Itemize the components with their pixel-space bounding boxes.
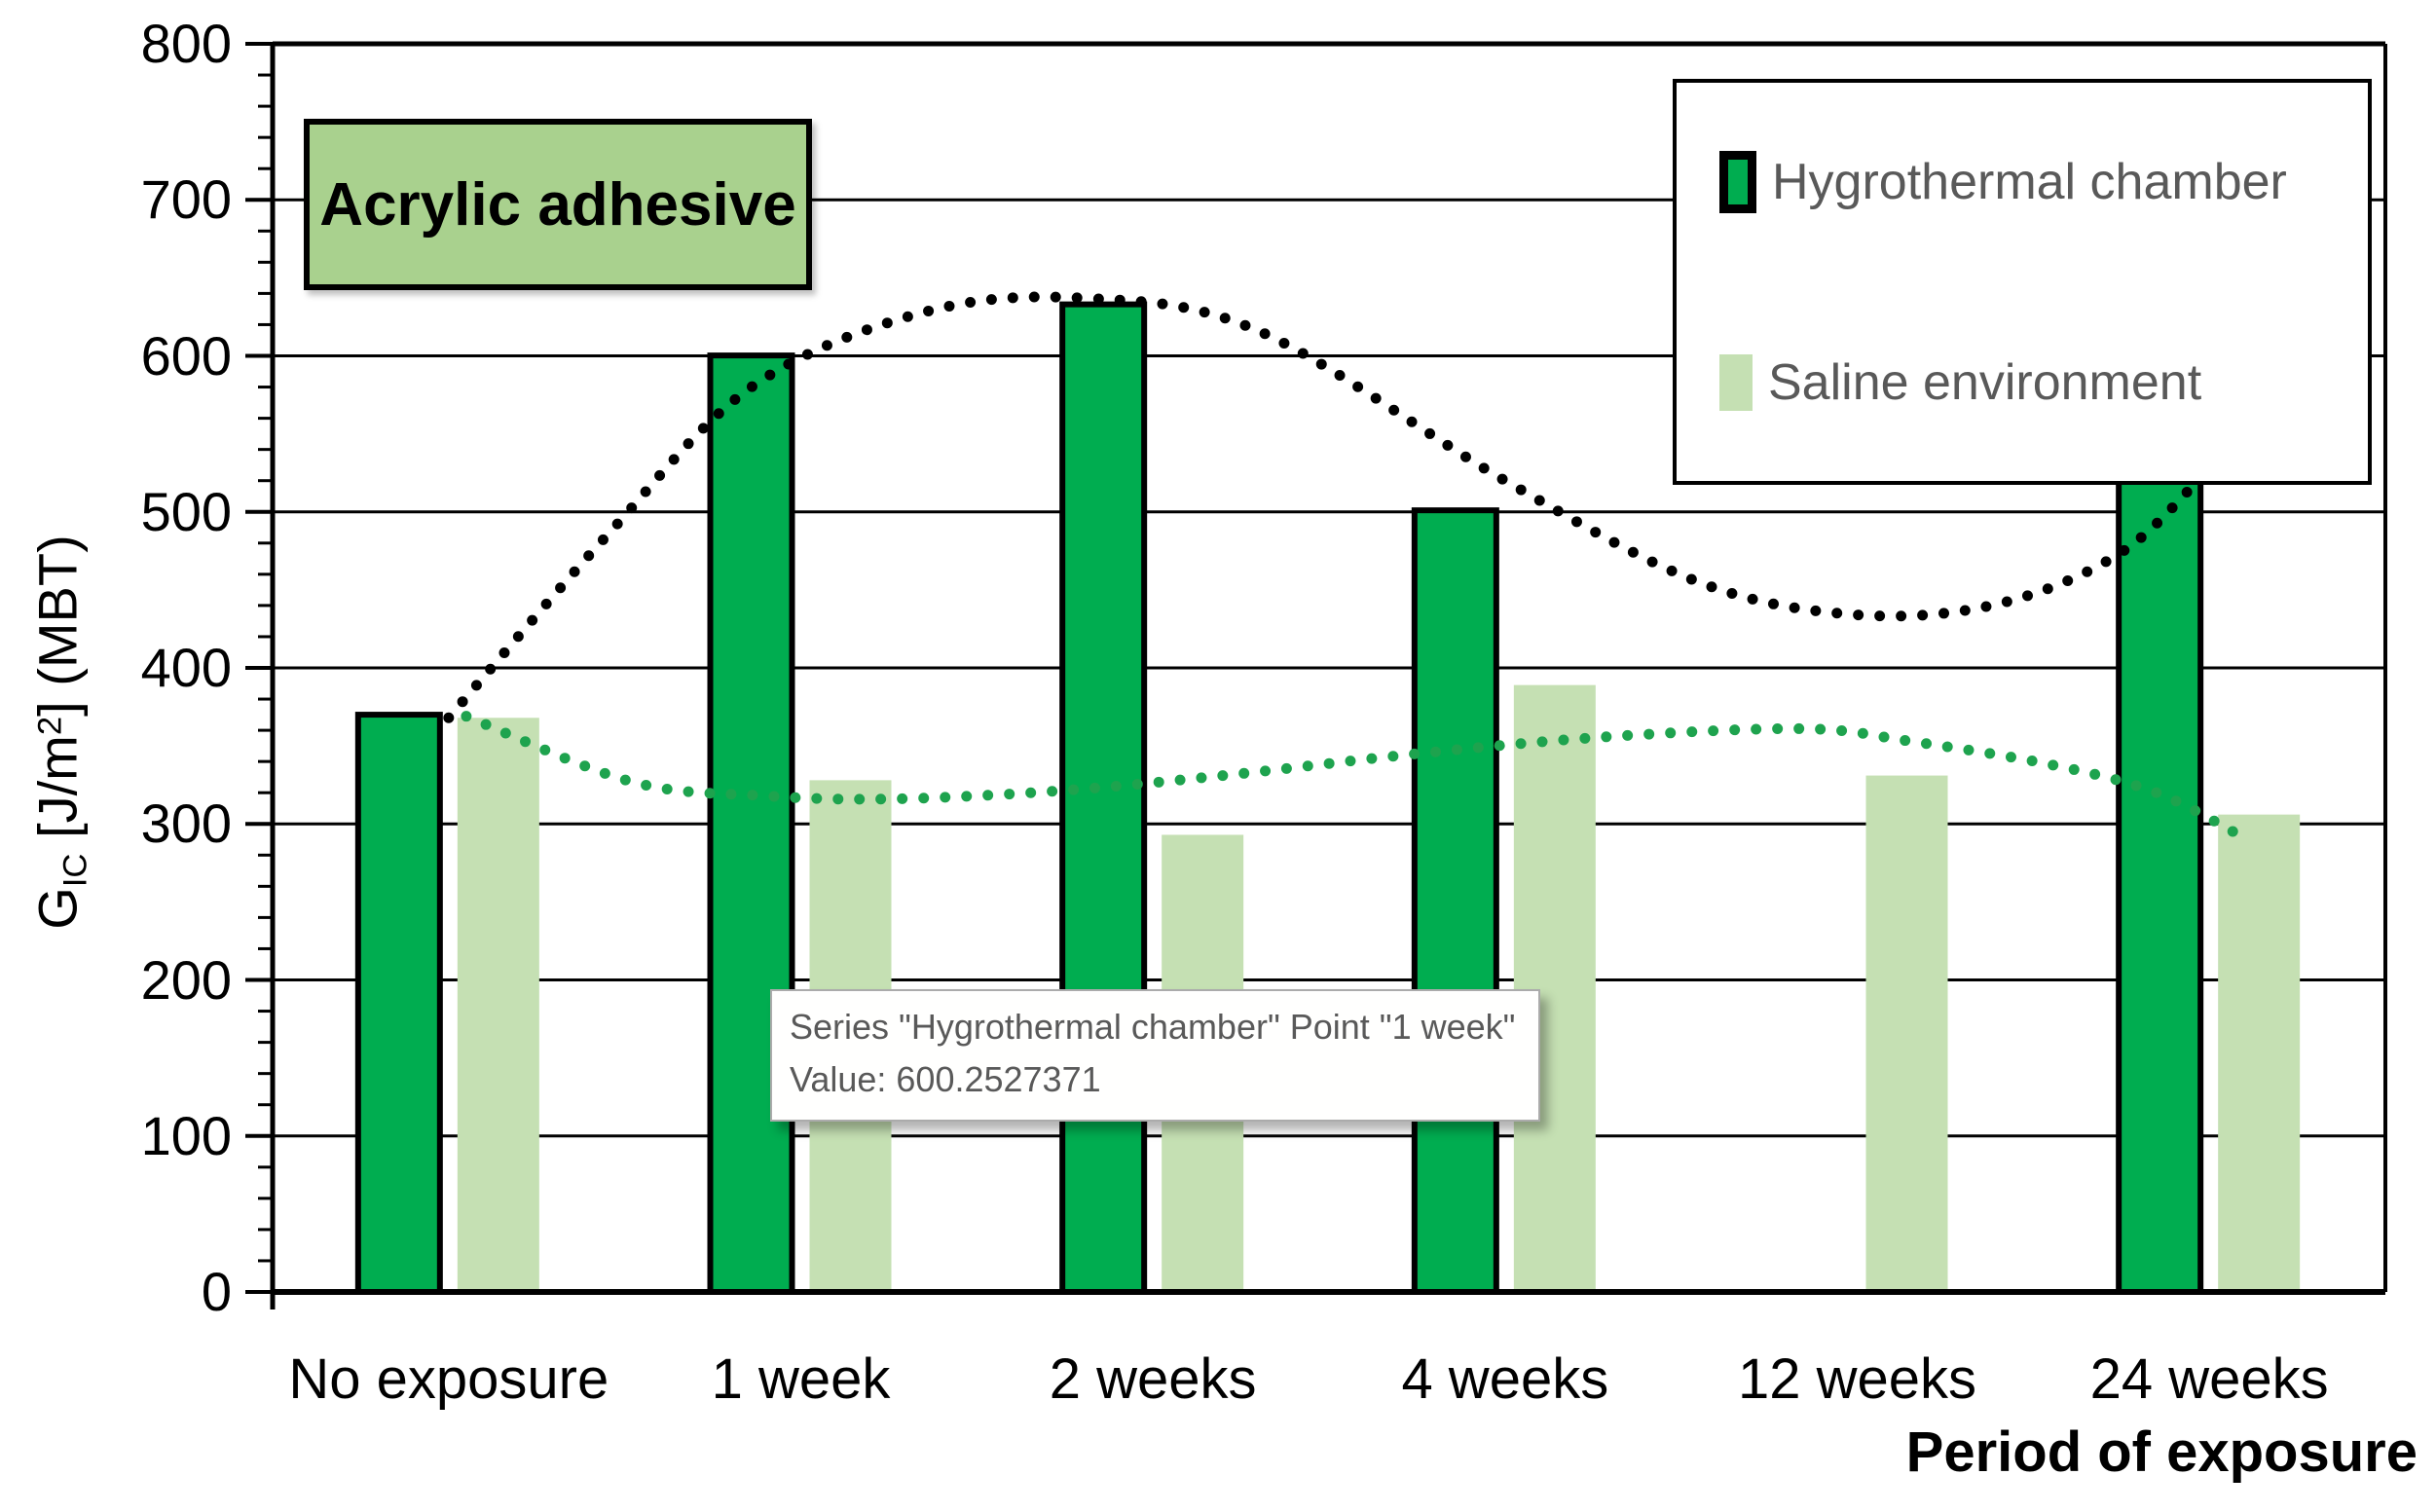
bar-hygrothermal-2-weeks[interactable] — [1059, 301, 1148, 1295]
bar-hygrothermal-4-weeks[interactable] — [1411, 507, 1499, 1295]
bar-hygrothermal-24-weeks[interactable] — [2116, 472, 2204, 1295]
bar-hygrothermal-no-exposure[interactable] — [354, 712, 443, 1295]
legend-item-hygrothermal[interactable]: Hygrothermal chamber — [1719, 147, 2287, 217]
y-title-post: ] (MBT) — [26, 535, 89, 717]
legend: Hygrothermal chamber Saline environment — [1673, 79, 2372, 485]
legend-label: Hygrothermal chamber — [1772, 154, 2287, 210]
legend-label: Saline environment — [1768, 354, 2202, 411]
y-title-main: G — [26, 887, 89, 930]
chart-title: Acrylic adhesive — [319, 170, 796, 239]
bar-saline-24-weeks[interactable] — [2218, 814, 2301, 1292]
hygrothermal-swatch-icon — [1719, 151, 1756, 213]
legend-item-saline[interactable]: Saline environment — [1719, 348, 2201, 418]
y-axis-title: GIC [J/m2] (MBT) — [25, 535, 94, 930]
bar-saline-12-weeks[interactable] — [1865, 775, 1948, 1292]
trendline-hygrothermal — [443, 291, 2215, 723]
bar-hygrothermal-1-week[interactable] — [707, 352, 795, 1296]
bar-saline-4-weeks[interactable] — [1513, 684, 1596, 1292]
y-title-mid: [J/m — [26, 735, 89, 854]
y-title-sup: 2 — [31, 716, 69, 736]
y-title-sub: IC — [56, 853, 94, 888]
x-axis-title: Period of exposure — [1905, 1420, 2418, 1484]
trendline-saline — [461, 711, 2250, 844]
data-point-tooltip: Series "Hygrothermal chamber" Point "1 w… — [770, 989, 1541, 1122]
tooltip-series-line: Series "Hygrothermal chamber" Point "1 w… — [790, 1007, 1516, 1047]
bar-saline-no-exposure[interactable] — [457, 718, 539, 1292]
tooltip-value-line: Value: 600.2527371 — [790, 1059, 1101, 1099]
chart-title-box: Acrylic adhesive — [304, 119, 812, 290]
saline-swatch-icon — [1719, 354, 1753, 411]
